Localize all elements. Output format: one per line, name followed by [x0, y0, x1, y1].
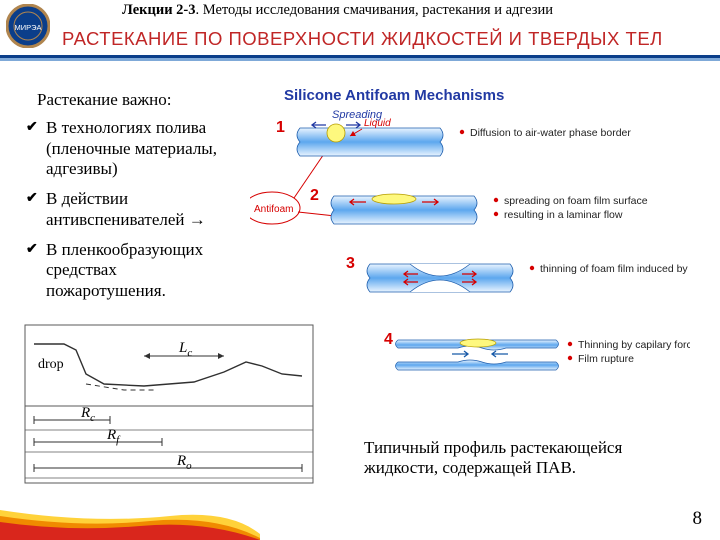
svg-text:Liquid: Liquid: [364, 118, 391, 129]
breadcrumb-bold: Лекции 2-3: [122, 2, 196, 18]
bullet-list: В технологиях полива (пленочные материал…: [26, 118, 236, 311]
svg-text:4: 4: [384, 331, 393, 348]
line-bottom: [0, 58, 720, 61]
svg-text:1: 1: [276, 119, 285, 136]
svg-text:Diffusion to air-water phase b: Diffusion to air-water phase border: [470, 127, 631, 139]
svg-text:resulting in a laminar flow: resulting in a laminar flow: [504, 209, 623, 221]
footer-swoosh: [0, 504, 260, 540]
title-underline: [0, 55, 720, 61]
page-number: 8: [693, 508, 703, 530]
lead-text: Растекание важно:: [37, 90, 171, 110]
line-top: [0, 55, 720, 58]
svg-text:3: 3: [346, 255, 355, 272]
svg-text:Thinning by capilary forces: Thinning by capilary forces: [578, 339, 690, 351]
breadcrumb-rest: . Методы исследования смачивания, растек…: [196, 2, 554, 18]
bullet-item: В действии антивспенивателей →: [26, 189, 236, 230]
svg-text:drop: drop: [38, 357, 64, 372]
page-title: РАСТЕКАНИЕ ПО ПОВЕРХНОСТИ ЖИДКОСТЕЙ И ТВ…: [62, 28, 663, 50]
svg-text:spreading on foam film surface: spreading on foam film surface: [504, 195, 648, 207]
breadcrumb: Лекции 2-3. Методы исследования смачиван…: [122, 2, 553, 19]
header: МИРЭА Лекции 2-3. Методы исследования см…: [0, 0, 720, 78]
svg-text:Film rupture: Film rupture: [578, 353, 634, 365]
slide: { "header":{ "breadcrumb_bold":"Лекции 2…: [0, 0, 720, 540]
svg-text:2: 2: [310, 187, 319, 204]
logo-text: МИРЭА: [14, 23, 41, 32]
svg-text:thinning of foam film induced: thinning of foam film induced by laminar…: [540, 263, 690, 275]
bullet-item: В технологиях полива (пленочные материал…: [26, 118, 236, 180]
svg-text:Antifoam: Antifoam: [254, 204, 293, 215]
svg-text:Silicone Antifoam Mechanisms: Silicone Antifoam Mechanisms: [284, 87, 504, 104]
mirea-logo: МИРЭА: [6, 4, 50, 48]
bullet-item: В пленкообразующих средствах пожаротушен…: [26, 240, 236, 302]
mechanism-diagram: Silicone Antifoam MechanismsSpreadingAnt…: [250, 84, 690, 424]
caption: Типичный профиль растекающейся жидкости,…: [364, 438, 674, 479]
